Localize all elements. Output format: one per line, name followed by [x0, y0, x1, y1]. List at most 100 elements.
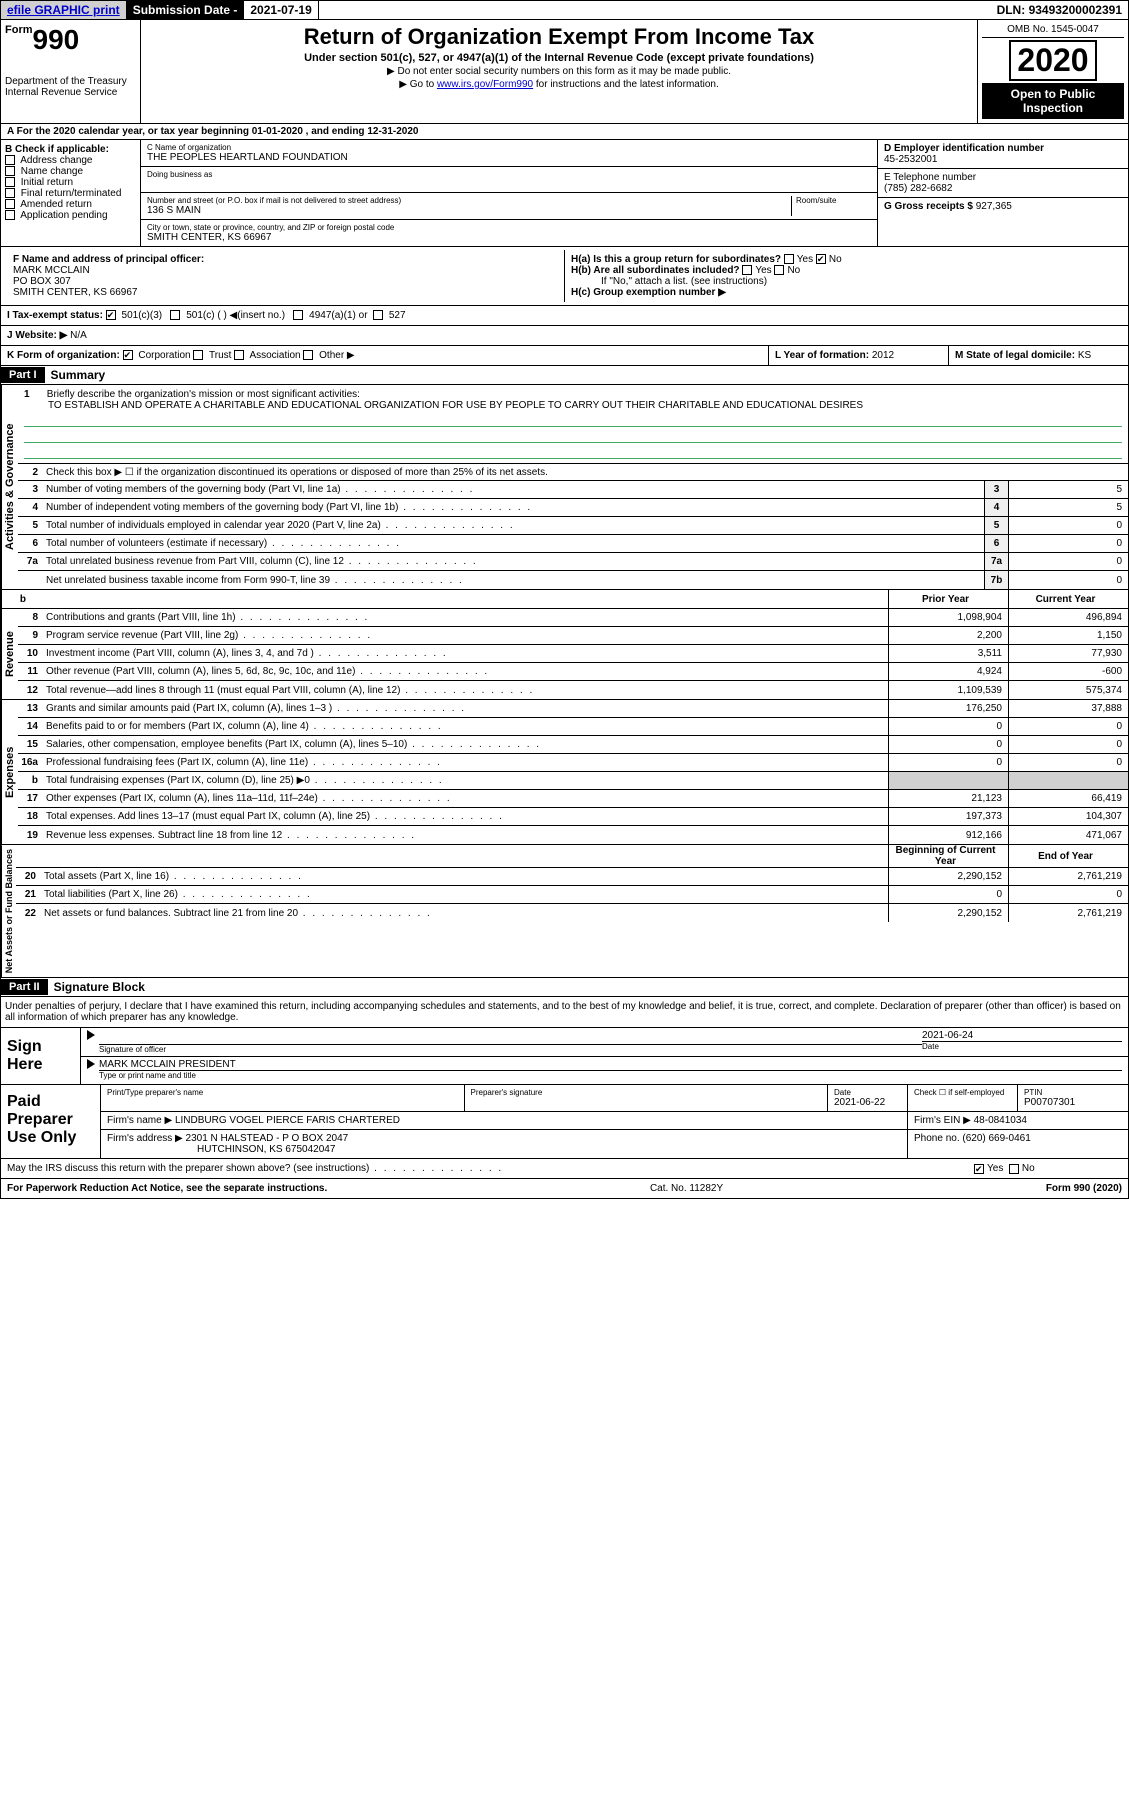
- discuss-text: May the IRS discuss this return with the…: [1, 1159, 968, 1178]
- trust-checkbox[interactable]: [193, 350, 203, 360]
- b-row-label: b: [6, 594, 30, 605]
- 527-checkbox[interactable]: [373, 310, 383, 320]
- k-block: K Form of organization: Corporation Trus…: [1, 346, 768, 365]
- 501c3-checkbox[interactable]: [106, 310, 116, 320]
- b-option: Name change: [5, 166, 136, 177]
- boy-header: Beginning of Current Year: [888, 845, 1008, 867]
- firm-ein-cell: Firm's EIN ▶ 48-0841034: [908, 1112, 1128, 1129]
- self-employed-col: Check ☐ if self-employed: [908, 1085, 1018, 1111]
- b-checkbox[interactable]: [5, 155, 15, 165]
- discuss-yes-checkbox[interactable]: [974, 1164, 984, 1174]
- col-d: D Employer identification number 45-2532…: [878, 140, 1128, 246]
- b-checkbox[interactable]: [5, 166, 15, 176]
- mission-block: 1 Briefly describe the organization's mi…: [18, 385, 1128, 463]
- b-checkbox[interactable]: [5, 210, 15, 220]
- b-option: Initial return: [5, 177, 136, 188]
- row-klm: K Form of organization: Corporation Trus…: [0, 346, 1129, 366]
- phone: (785) 282-6682: [884, 183, 1122, 194]
- summary-row: 19Revenue less expenses. Subtract line 1…: [18, 826, 1128, 844]
- arrow-icon: [87, 1030, 95, 1040]
- summary-row: Net unrelated business taxable income fr…: [18, 571, 1128, 589]
- summary-row: 16aProfessional fundraising fees (Part I…: [18, 754, 1128, 772]
- discuss-yesno: Yes No: [968, 1159, 1128, 1178]
- i-label: I Tax-exempt status:: [7, 310, 103, 321]
- officer-name-field: MARK MCCLAIN PRESIDENT Type or print nam…: [99, 1059, 1122, 1080]
- summary-row: 13Grants and similar amounts paid (Part …: [18, 700, 1128, 718]
- paid-preparer-block: Paid Preparer Use Only Print/Type prepar…: [0, 1085, 1129, 1159]
- section-bcd: B Check if applicable: Address change Na…: [0, 140, 1129, 247]
- corp-checkbox[interactable]: [123, 350, 133, 360]
- part2-title: Signature Block: [48, 978, 151, 996]
- part2-header-row: Part II Signature Block: [0, 978, 1129, 997]
- 4947-checkbox[interactable]: [293, 310, 303, 320]
- firm-name-cell: Firm's name ▶ LINDBURG VOGEL PIERCE FARI…: [101, 1112, 908, 1129]
- firm-addr-cell: Firm's address ▶ 2301 N HALSTEAD - P O B…: [101, 1130, 908, 1158]
- b-checkbox[interactable]: [5, 188, 15, 198]
- 501c-checkbox[interactable]: [170, 310, 180, 320]
- open-public: Open to Public Inspection: [982, 83, 1124, 119]
- ha-yes-checkbox[interactable]: [784, 254, 794, 264]
- discuss-row: May the IRS discuss this return with the…: [0, 1159, 1129, 1179]
- addr-label: Number and street (or P.O. box if mail i…: [147, 196, 791, 205]
- summary-row: 17Other expenses (Part IX, column (A), l…: [18, 790, 1128, 808]
- officer-addr1: PO BOX 307: [13, 276, 558, 287]
- firm-phone-cell: Phone no. (620) 669-0461: [908, 1130, 1128, 1158]
- f-label: F Name and address of principal officer:: [13, 254, 558, 265]
- line-a: A For the 2020 calendar year, or tax yea…: [0, 124, 1129, 140]
- h-c: H(c) Group exemption number ▶: [571, 287, 1116, 298]
- phone-label: E Telephone number: [884, 172, 1122, 183]
- summary-row: 7aTotal unrelated business revenue from …: [18, 553, 1128, 571]
- col-b: B Check if applicable: Address change Na…: [1, 140, 141, 246]
- summary-row: 9Program service revenue (Part VIII, lin…: [18, 627, 1128, 645]
- efile-link[interactable]: efile GRAPHIC print: [1, 1, 127, 19]
- sig-date-field: 2021-06-24 Date: [922, 1030, 1122, 1054]
- header-left: Form990 Department of the Treasury Inter…: [1, 20, 141, 123]
- b-checkbox[interactable]: [5, 199, 15, 209]
- city-label: City or town, state or province, country…: [147, 223, 871, 232]
- summary-row: 18Total expenses. Add lines 13–17 (must …: [18, 808, 1128, 826]
- hb-no-checkbox[interactable]: [774, 265, 784, 275]
- officer-signature-field[interactable]: Signature of officer: [99, 1030, 922, 1054]
- footer-center: Cat. No. 11282Y: [650, 1183, 723, 1194]
- ha-no-checkbox[interactable]: [816, 254, 826, 264]
- perjury-text: Under penalties of perjury, I declare th…: [1, 997, 1128, 1027]
- b-checkbox[interactable]: [5, 177, 15, 187]
- header-center: Return of Organization Exempt From Incom…: [141, 20, 978, 123]
- gross-receipts-cell: G Gross receipts $ 927,365: [878, 198, 1128, 215]
- org-name-label: C Name of organization: [147, 143, 871, 152]
- form-subtitle: Under section 501(c), 527, or 4947(a)(1)…: [145, 52, 973, 64]
- officer-addr2: SMITH CENTER, KS 66967: [13, 287, 558, 298]
- submission-date-label: Submission Date -: [127, 1, 245, 19]
- assoc-checkbox[interactable]: [234, 350, 244, 360]
- dba-label: Doing business as: [147, 170, 871, 179]
- arrow-icon: [87, 1059, 95, 1069]
- row-fh: F Name and address of principal officer:…: [0, 247, 1129, 306]
- q2-text: Check this box ▶ ☐ if the organization d…: [42, 465, 1128, 480]
- phone-cell: E Telephone number (785) 282-6682: [878, 169, 1128, 198]
- l-block: L Year of formation: 2012: [768, 346, 948, 365]
- other-checkbox[interactable]: [303, 350, 313, 360]
- summary-row: 22Net assets or fund balances. Subtract …: [16, 904, 1128, 922]
- b-option: Amended return: [5, 199, 136, 210]
- ptin-col: PTINP00707301: [1018, 1085, 1128, 1111]
- preparer-name-col: Print/Type preparer's name: [101, 1085, 465, 1111]
- discuss-no-checkbox[interactable]: [1009, 1164, 1019, 1174]
- mission-text: TO ESTABLISH AND OPERATE A CHARITABLE AN…: [24, 400, 863, 411]
- ssn-note: ▶ Do not enter social security numbers o…: [145, 66, 973, 77]
- part1-header: Part I: [1, 367, 45, 383]
- omb-number: OMB No. 1545-0047: [982, 24, 1124, 38]
- netassets-label: Net Assets or Fund Balances: [1, 845, 16, 977]
- current-year-header: Current Year: [1008, 590, 1128, 608]
- street-address: 136 S MAIN: [147, 205, 791, 216]
- irs-link[interactable]: www.irs.gov/Form990: [437, 79, 533, 90]
- website: N/A: [70, 330, 87, 341]
- form-header: Form990 Department of the Treasury Inter…: [0, 20, 1129, 124]
- m-block: M State of legal domicile: KS: [948, 346, 1128, 365]
- year-headers: b Prior Year Current Year: [0, 590, 1129, 609]
- hb-yes-checkbox[interactable]: [742, 265, 752, 275]
- prep-date-col: Date2021-06-22: [828, 1085, 908, 1111]
- org-name: THE PEOPLES HEARTLAND FOUNDATION: [147, 152, 871, 163]
- summary-row: 11Other revenue (Part VIII, column (A), …: [18, 663, 1128, 681]
- q2-num: 2: [18, 467, 42, 478]
- h-a: H(a) Is this a group return for subordin…: [571, 254, 1116, 265]
